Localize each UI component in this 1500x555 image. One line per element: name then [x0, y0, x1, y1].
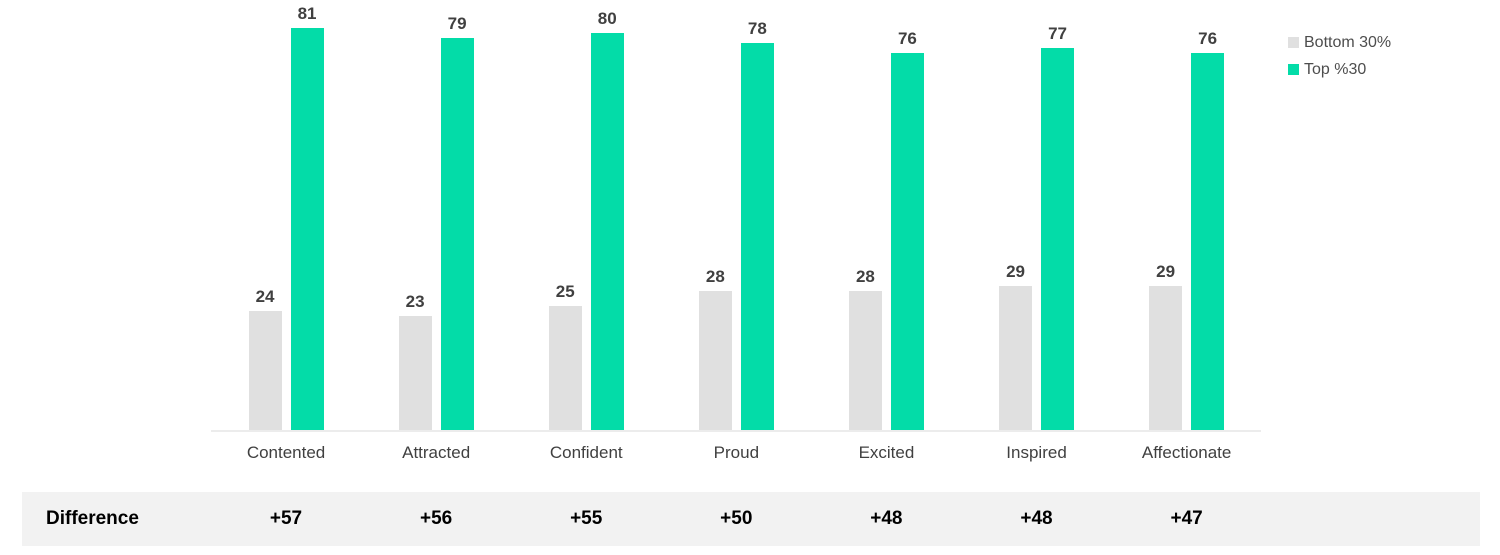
- bar-group-contented: 24 81: [211, 0, 361, 430]
- bar-value-label: 24: [255, 286, 275, 306]
- difference-value-excited: +48: [870, 508, 903, 529]
- legend: Bottom 30% Top %30: [1288, 33, 1391, 87]
- difference-value-confident: +55: [570, 508, 603, 529]
- difference-value-attracted: +56: [419, 508, 453, 529]
- bar-value-label: 76: [1198, 28, 1218, 48]
- bar-value-label: 81: [297, 3, 317, 23]
- bar-value-label: 28: [705, 266, 725, 286]
- bar-column-bottom30: 28: [698, 266, 732, 430]
- legend-item-top30: Top %30: [1288, 60, 1391, 79]
- bottom30-bar: [248, 310, 282, 430]
- bar-value-label: 79: [447, 13, 467, 33]
- bar-value-label: 78: [747, 18, 767, 38]
- bar-value-label: 25: [555, 281, 575, 301]
- bar-column-top30: 80: [590, 8, 624, 430]
- difference-value-proud: +50: [720, 508, 753, 529]
- bar-value-label: 76: [897, 28, 917, 48]
- bar-column-top30: 78: [740, 18, 774, 430]
- category-label-inspired: Inspired: [1006, 443, 1067, 462]
- legend-swatch-bottom30-icon: [1288, 37, 1299, 49]
- top30-bar: [590, 32, 624, 430]
- category-label-affectionate: Affectionate: [1141, 443, 1232, 462]
- bar-group-attracted: 23 79: [361, 0, 511, 430]
- bottom30-bar: [698, 290, 732, 430]
- category-label-proud: Proud: [713, 443, 760, 462]
- bar-value-label: 23: [405, 291, 425, 311]
- bar-column-bottom30: 28: [848, 266, 882, 430]
- x-axis-line: [211, 430, 1261, 432]
- top30-bar: [740, 42, 774, 430]
- bar-group-excited: 28 76: [811, 0, 961, 430]
- bar-group-affectionate: 29 76: [1112, 0, 1262, 430]
- category-label-contented: Contented: [246, 443, 326, 462]
- top30-bar: [1191, 52, 1225, 430]
- category-label-confident: Confident: [549, 443, 623, 462]
- bar-column-top30: 76: [1191, 28, 1225, 430]
- legend-label-top30: Top %30: [1304, 61, 1367, 79]
- bar-value-label: 80: [597, 8, 617, 28]
- difference-value-inspired: +48: [1020, 508, 1053, 529]
- bar-column-bottom30: 29: [1149, 262, 1183, 430]
- bar-column-top30: 77: [1041, 23, 1075, 430]
- category-label-excited: Excited: [858, 443, 915, 462]
- difference-value-contented: +57: [269, 508, 303, 529]
- legend-item-bottom30: Bottom 30%: [1288, 33, 1391, 52]
- bar-group-confident: 25 80: [511, 0, 661, 430]
- plot-area: 24 81 Contented 23 79 Attracted 25 80 Confident 2…: [211, 0, 1262, 462]
- top30-bar: [290, 27, 324, 430]
- bottom30-bar: [999, 286, 1033, 430]
- difference-row-label: Difference: [46, 508, 139, 529]
- category-label-attracted: Attracted: [402, 443, 471, 462]
- bottom30-bar: [398, 315, 432, 430]
- bar-column-bottom30: 23: [398, 291, 432, 430]
- legend-swatch-top30-icon: [1288, 64, 1299, 76]
- top30-bar: [1041, 47, 1075, 430]
- top30-bar: [440, 37, 474, 430]
- bar-column-bottom30: 24: [248, 286, 282, 430]
- bar-group-proud: 28 78: [661, 0, 811, 430]
- bar-column-top30: 81: [290, 3, 324, 430]
- bottom30-bar: [1149, 286, 1183, 430]
- bar-value-label: 29: [1006, 262, 1025, 282]
- bottom30-bar: [848, 290, 882, 430]
- difference-value-affectionate: +47: [1170, 508, 1203, 529]
- bar-column-top30: 76: [890, 28, 924, 430]
- bottom30-bar: [548, 305, 582, 430]
- bar-value-label: 29: [1156, 262, 1176, 282]
- bar-column-bottom30: 25: [548, 281, 582, 430]
- bar-value-label: 77: [1048, 23, 1067, 43]
- bar-column-top30: 79: [440, 13, 474, 430]
- top30-bar: [890, 52, 924, 430]
- legend-label-bottom30: Bottom 30%: [1304, 34, 1392, 51]
- bar-column-bottom30: 29: [999, 262, 1033, 430]
- difference-row: Difference +57 +56 +55 +50 +48 +48 +47: [22, 492, 1480, 546]
- bar-group-inspired: 29 77: [962, 0, 1112, 430]
- bar-value-label: 28: [855, 266, 875, 286]
